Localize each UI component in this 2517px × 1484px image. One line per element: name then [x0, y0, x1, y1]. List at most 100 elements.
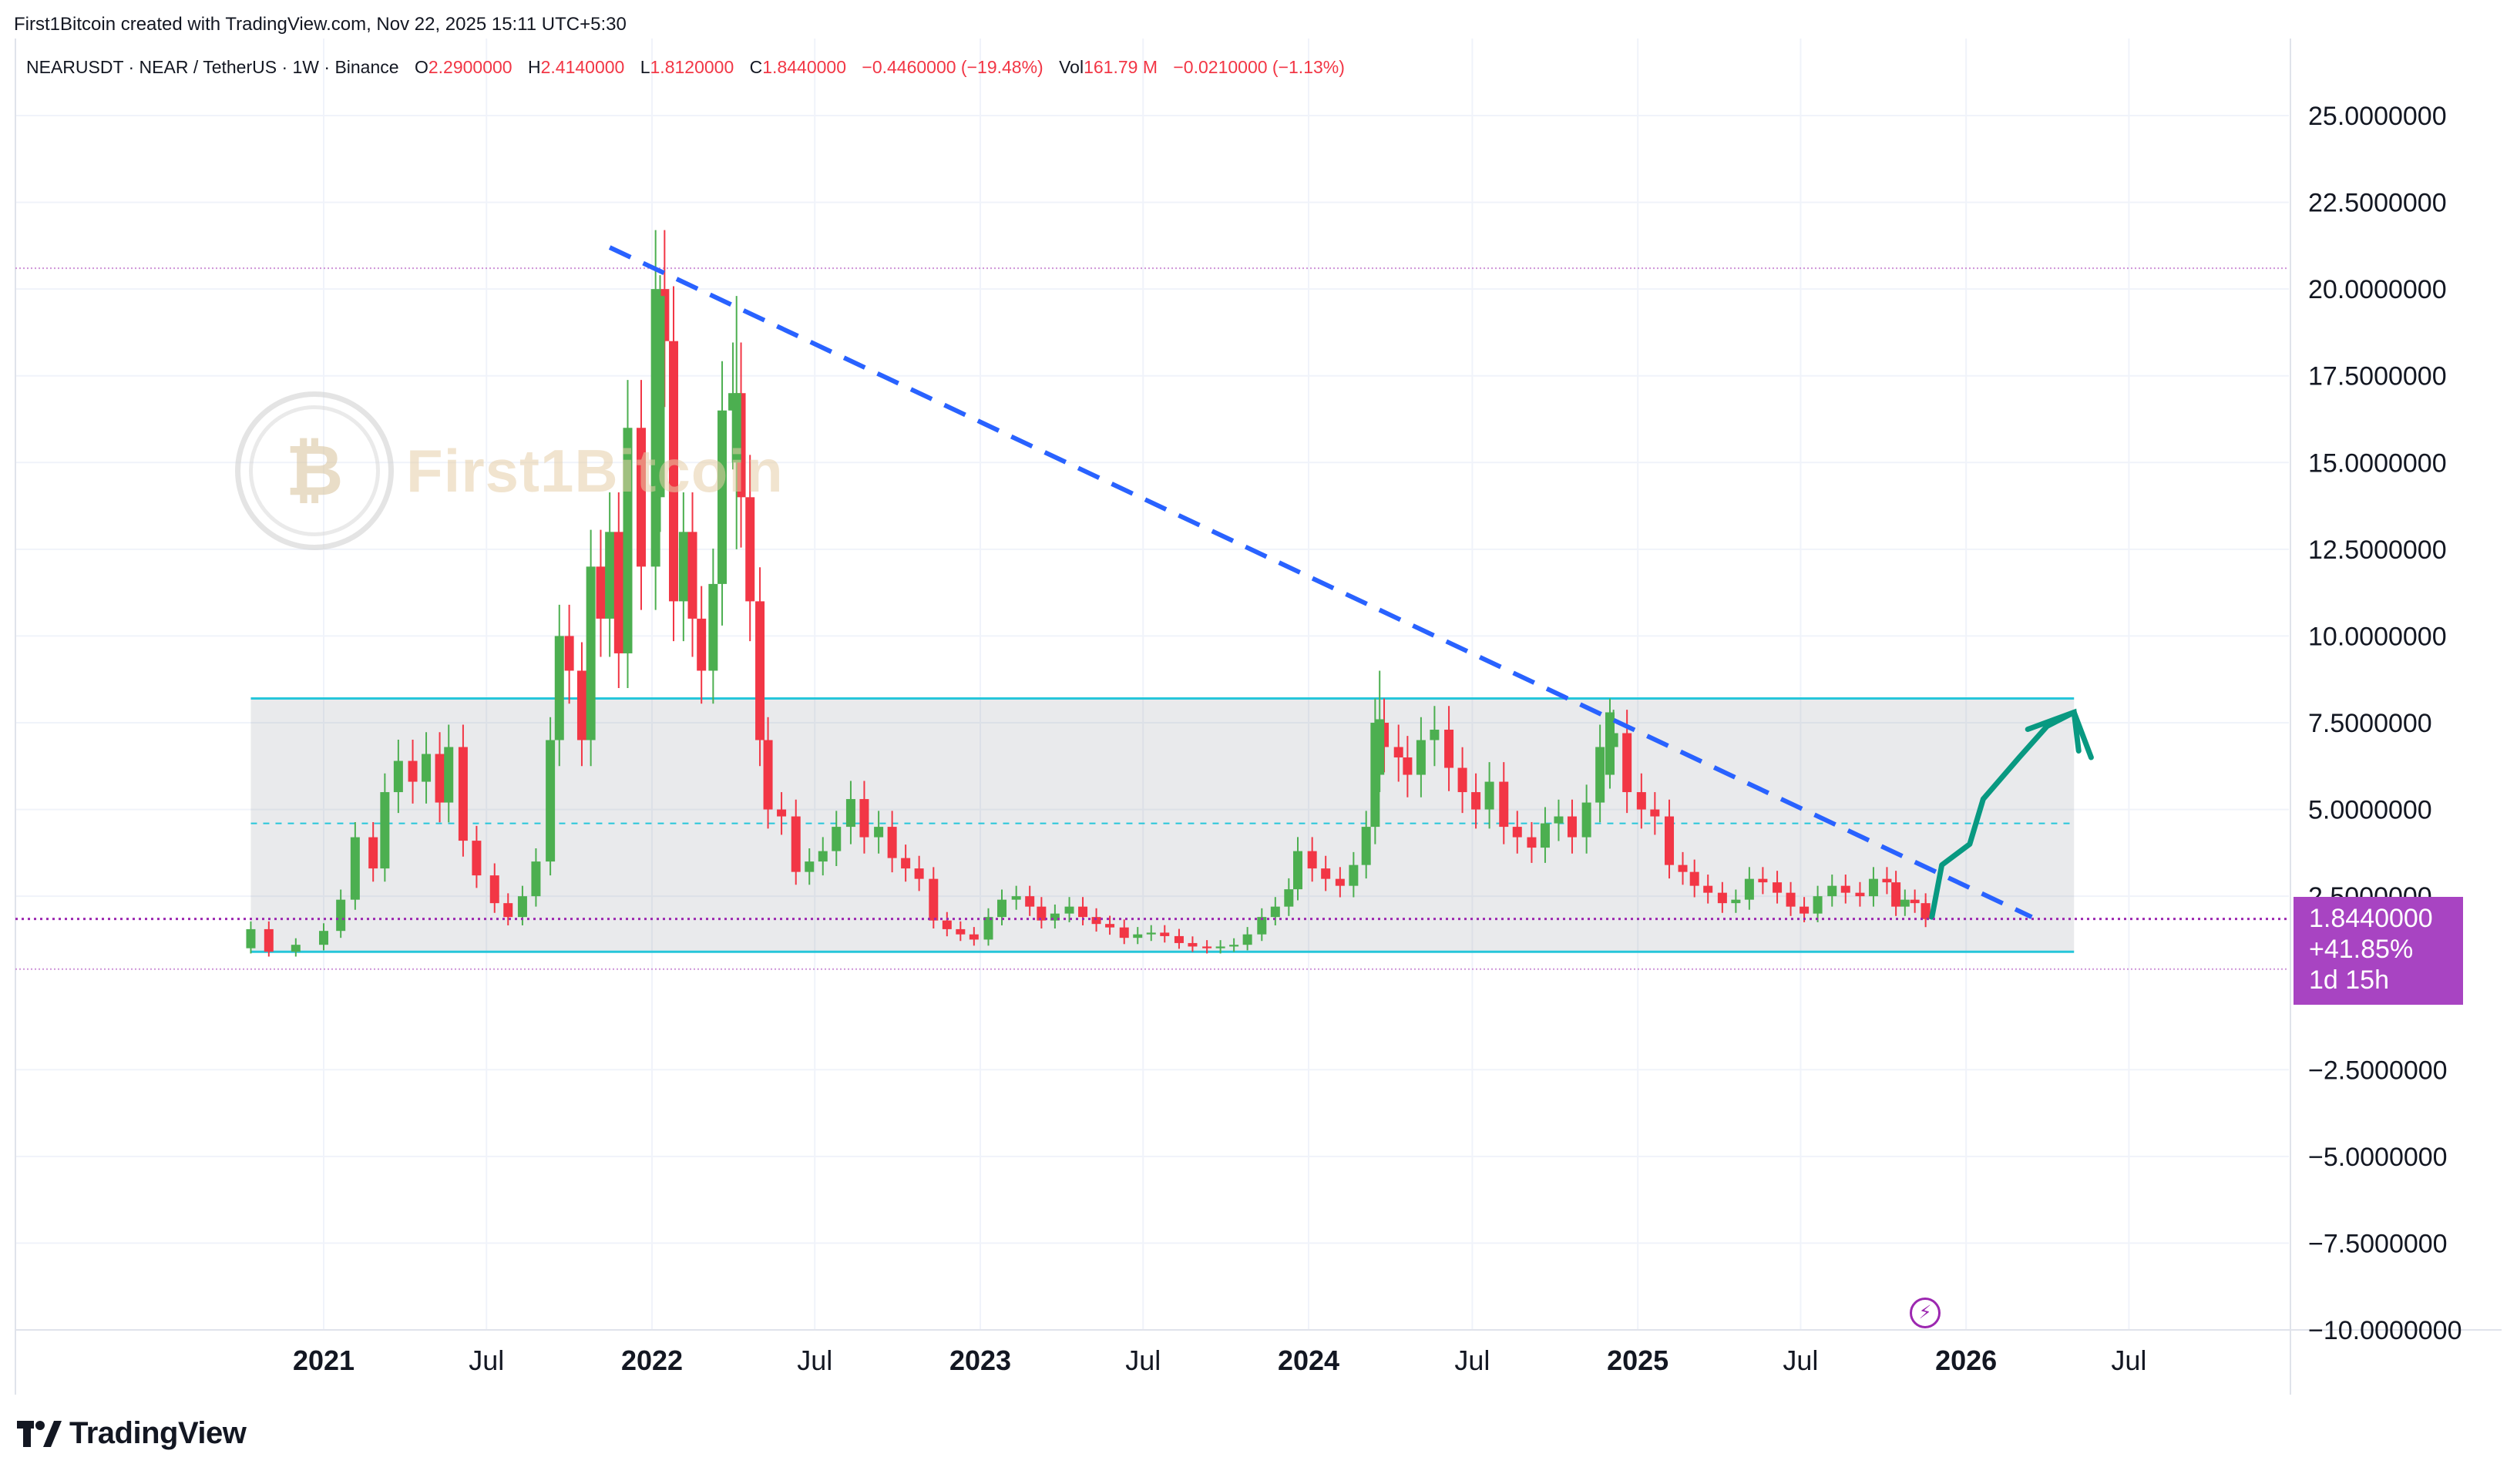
tradingview-icon — [17, 1420, 62, 1447]
candle — [605, 532, 615, 619]
candle — [1335, 878, 1345, 886]
high-label: H — [527, 57, 541, 77]
watermark-mark: ₿ — [249, 405, 380, 536]
candle — [832, 827, 842, 851]
watermark-logo-icon: ₿ — [235, 391, 394, 550]
candle — [1011, 896, 1021, 900]
x-axis-tick-label: Jul — [469, 1345, 504, 1376]
candle — [1444, 730, 1454, 768]
candle — [393, 760, 403, 793]
x-axis-tick-label: 2024 — [1278, 1345, 1339, 1376]
candle — [623, 428, 633, 653]
candle — [697, 618, 707, 671]
candle — [1270, 906, 1280, 918]
candle — [1567, 816, 1577, 838]
candle — [1636, 792, 1646, 810]
y-axis-tick-label: 10.0000000 — [2308, 622, 2447, 651]
y-axis-tick-label: 15.0000000 — [2308, 448, 2447, 478]
candle — [1678, 865, 1688, 872]
y-axis-tick-label: −2.5000000 — [2308, 1056, 2448, 1085]
candle — [956, 928, 966, 935]
candle — [1174, 935, 1184, 943]
candle — [1307, 851, 1317, 869]
candle — [969, 934, 979, 940]
x-axis-tick-label: Jul — [1783, 1345, 1818, 1376]
candle — [983, 917, 993, 940]
candle — [1786, 892, 1796, 907]
candle — [1105, 924, 1115, 928]
open-label: O — [414, 57, 428, 77]
x-axis-tick-label: 2026 — [1935, 1345, 1997, 1376]
candle — [1375, 719, 1385, 775]
candle — [1457, 767, 1467, 793]
candle — [586, 566, 596, 740]
candle — [763, 740, 773, 810]
candle — [997, 899, 1007, 918]
watermark: ₿ First1Bitcoin — [235, 391, 784, 550]
candle — [1078, 906, 1088, 918]
candle — [1813, 896, 1823, 914]
candle — [517, 896, 527, 918]
candle — [1416, 740, 1426, 775]
low-value: 1.8120000 — [650, 57, 734, 77]
candle — [554, 636, 564, 740]
candle — [1393, 747, 1403, 758]
candle — [380, 792, 390, 869]
candle — [845, 799, 855, 828]
candle — [1361, 827, 1371, 865]
x-axis-tick-label: 2023 — [949, 1345, 1011, 1376]
candle — [636, 428, 646, 567]
y-axis-tick-label: −10.0000000 — [2308, 1316, 2462, 1345]
candle — [1242, 934, 1252, 945]
candle — [887, 827, 897, 858]
candle — [731, 393, 741, 463]
candle — [687, 532, 697, 619]
lightning-icon[interactable]: ⚡ — [1910, 1298, 1941, 1328]
candle — [531, 861, 541, 897]
candle — [319, 931, 328, 945]
candle — [1773, 882, 1783, 893]
candle — [264, 928, 274, 952]
x-axis-tick-label: 2025 — [1607, 1345, 1668, 1376]
y-axis-tick-label: 22.5000000 — [2308, 189, 2447, 218]
candle — [805, 861, 815, 872]
candle — [1540, 823, 1550, 848]
candle — [791, 816, 801, 872]
candle — [655, 296, 665, 498]
candle — [1605, 712, 1615, 775]
tradingview-logo[interactable]: TradingView — [17, 1416, 247, 1451]
candle — [1921, 903, 1931, 919]
candle — [1160, 932, 1170, 936]
candle — [818, 851, 828, 862]
candle — [1717, 892, 1727, 904]
candle — [1827, 885, 1837, 897]
descending-trendline — [608, 245, 2033, 919]
candle — [1665, 816, 1675, 865]
candle — [942, 920, 952, 929]
candle — [368, 837, 378, 869]
candle — [458, 747, 468, 841]
candle — [1900, 899, 1910, 907]
candle — [1119, 927, 1129, 938]
high-value: 2.4140000 — [540, 57, 625, 77]
candle — [1321, 868, 1331, 879]
candle — [1703, 885, 1713, 893]
candle — [745, 497, 755, 602]
candle — [1050, 913, 1060, 921]
candle — [1133, 934, 1143, 938]
symbol-label[interactable]: NEARUSDT · NEAR / TetherUS · 1W · Binanc… — [26, 57, 399, 77]
candle — [1650, 809, 1660, 817]
candle — [596, 566, 606, 619]
change-value: −0.4460000 (−19.48%) — [862, 57, 1043, 77]
candle — [336, 899, 346, 932]
candle — [1512, 827, 1522, 838]
y-axis-tick-label: 5.0000000 — [2308, 796, 2432, 825]
open-value: 2.2900000 — [428, 57, 512, 77]
candle — [1202, 946, 1212, 948]
candle — [929, 878, 939, 921]
candle — [576, 670, 586, 740]
close-label: C — [749, 57, 763, 77]
x-axis-tick-label: Jul — [2111, 1345, 2146, 1376]
vol-value: 161.79 M — [1084, 57, 1158, 77]
